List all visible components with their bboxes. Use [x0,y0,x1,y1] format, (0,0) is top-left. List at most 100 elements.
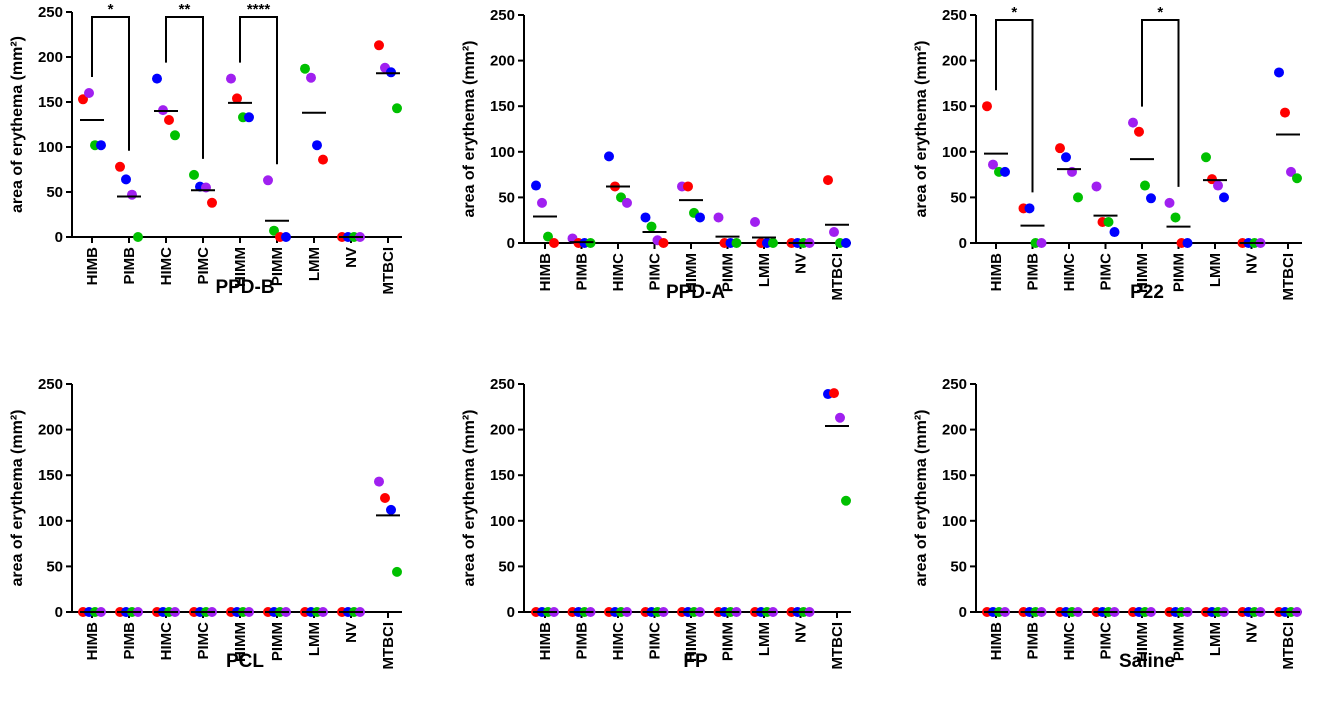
data-point-blue [1146,193,1156,204]
data-point-green [170,130,180,141]
category-label: HIMM [683,253,700,293]
data-point-green [392,103,402,114]
category-label: PIMM [1171,253,1188,292]
y-tick-label: 150 [38,94,63,111]
data-point-blue [152,73,162,84]
y-tick-label: 0 [959,235,967,252]
category-label: MTBCI [380,247,397,295]
y-tick-label: 250 [942,7,967,24]
y-tick-label: 100 [38,139,63,156]
category-label: HIMB [988,622,1005,660]
category-label: NV [793,622,810,643]
data-point-red [380,493,390,503]
panel-saline: 0 50 100 150 200 250 area of erythema (mm²) HIM… [913,376,1302,672]
y-tick-label: 0 [507,235,515,252]
y-tick-label: 50 [46,184,63,201]
panel-p22: 0 50 100 150 200 250 area of erythema (mm²) HIM… [913,4,1302,303]
category-label: PIMM [1171,622,1188,661]
category-label: PIMB [1025,622,1042,660]
category-label: HIMB [84,247,101,285]
data-point-purple [127,189,137,200]
data-point-blue [281,232,291,242]
data-point-blue [312,140,322,151]
data-point-green [841,495,851,506]
category-label: PIMC [1098,253,1115,291]
y-tick-label: 50 [950,189,967,206]
y-tick-label: 0 [507,604,515,621]
category-label: HIMM [232,622,249,662]
category-label: PIMC [195,622,212,660]
data-point-purple [226,73,236,84]
data-point-red [1055,143,1065,154]
data-point-green [731,238,742,248]
data-point-blue [121,174,131,185]
data-point-purple [988,159,998,170]
panel-ppd-a: 0 50 100 150 200 250 area of erythema (mm²) HIM… [461,7,851,303]
significance-bracket [995,19,1034,193]
y-tick-label: 0 [55,604,63,621]
category-label: PIMB [121,622,138,660]
category-label: HIMM [1134,622,1151,662]
significance-label: * [1157,4,1163,21]
category-label: PIMM [269,622,286,661]
y-tick-label: 200 [490,53,515,70]
y-tick-label: 200 [942,422,967,439]
data-point-blue [244,112,254,123]
category-label: NV [1244,253,1261,274]
data-point-purple [835,412,845,423]
category-label: LMM [1207,253,1224,287]
category-label: NV [793,253,810,274]
significance-label: * [1011,4,1017,21]
data-point-green [133,232,143,242]
data-point-purple [829,227,839,238]
significance-bracket [1141,19,1180,187]
y-tick-label: 250 [490,7,515,24]
category-label: MTBCI [829,253,846,301]
category-label: MTBCI [829,622,846,670]
category-label: PIMM [720,622,737,661]
category-label: PIMM [269,247,286,286]
y-axis-title: area of erythema (mm²) [9,410,26,587]
y-axis-title: area of erythema (mm²) [461,410,478,587]
category-label: HIMC [158,622,175,660]
category-label: LMM [306,622,323,656]
data-point-red [207,197,217,208]
significance-bracket [165,16,204,159]
category-label: MTBCI [1280,253,1297,301]
y-tick-label: 200 [942,53,967,70]
significance-label: ** [179,1,191,18]
category-label: HIMM [1134,253,1151,293]
data-point-red [829,388,839,399]
data-point-red [823,175,833,186]
category-label: LMM [1207,622,1224,656]
data-point-blue [695,212,705,223]
y-tick-label: 200 [490,422,515,439]
data-point-purple [1036,238,1047,248]
y-tick-label: 100 [490,144,515,161]
y-tick-label: 250 [490,376,515,393]
data-point-purple [713,212,724,223]
data-point-purple [1128,117,1138,128]
data-point-blue [1182,238,1193,248]
data-point-red [1134,126,1144,137]
data-point-blue [386,504,396,515]
y-tick-label: 100 [38,513,63,530]
y-tick-label: 150 [38,467,63,484]
category-label: PIMB [574,253,591,291]
category-label: PIMC [647,253,664,291]
data-point-red [683,181,693,192]
data-point-purple [374,476,384,487]
y-tick-label: 200 [38,49,63,66]
category-label: NV [1244,622,1261,643]
data-point-green [646,221,657,232]
panel-title: PPD-A [666,282,725,303]
data-point-blue [604,151,614,162]
y-tick-label: 150 [490,98,515,115]
y-tick-label: 250 [38,376,63,393]
y-tick-label: 250 [942,376,967,393]
data-point-red [1280,107,1290,118]
data-point-red [982,101,992,112]
category-label: HIMC [1061,622,1078,660]
panel-fp: 0 50 100 150 200 250 area of erythema (mm²) HIM… [461,376,851,672]
y-axis-title: area of erythema (mm²) [913,410,930,587]
